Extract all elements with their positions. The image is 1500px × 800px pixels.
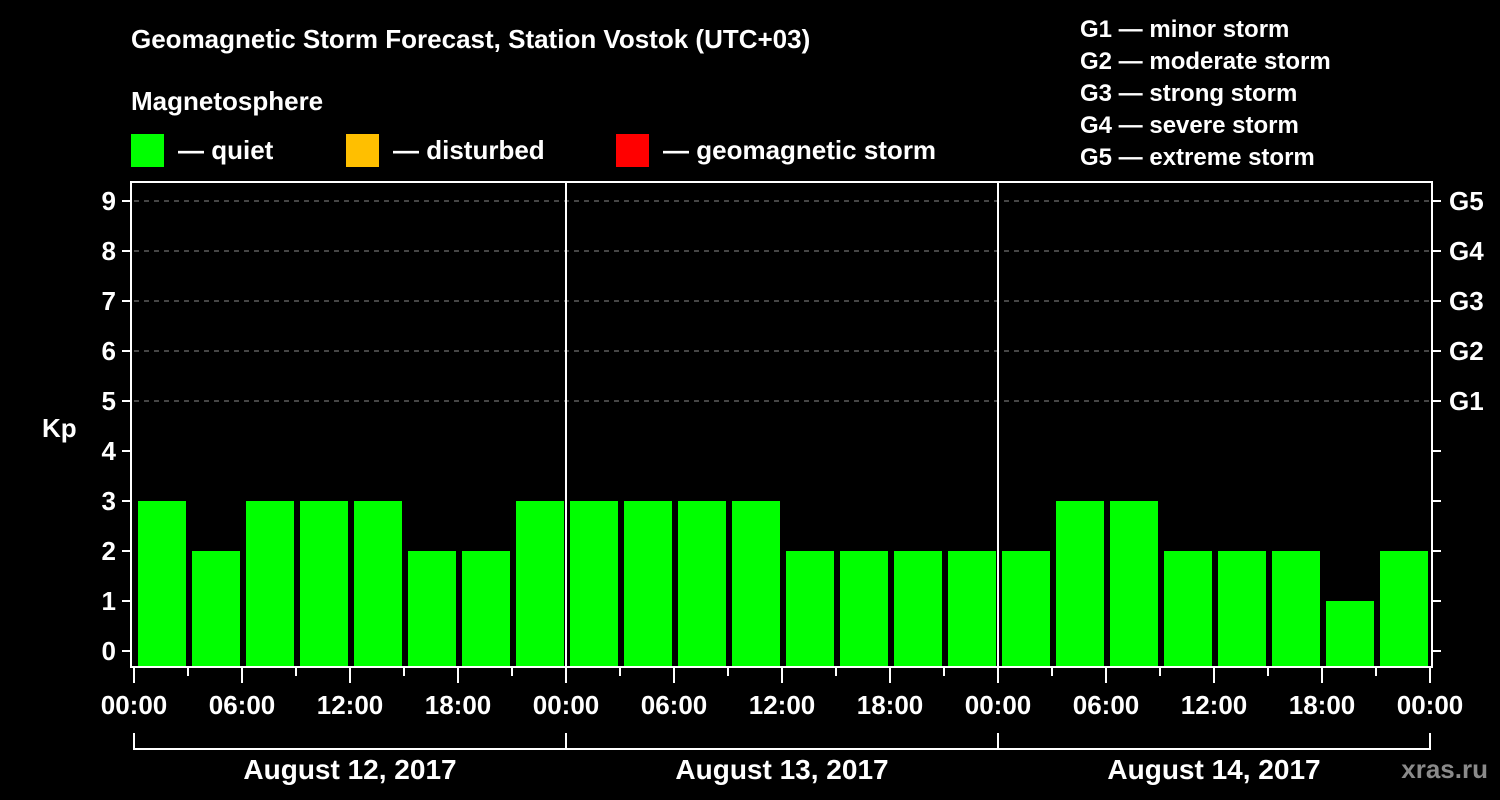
day-bracket: [133, 733, 567, 750]
kp-bar: [624, 501, 672, 667]
kp-bar: [1380, 551, 1428, 667]
y-tick-label: 3: [101, 486, 116, 516]
x-tick-label: 06:00: [640, 690, 708, 720]
legend-storm: — geomagnetic storm: [616, 133, 936, 167]
kp-bar: [678, 501, 726, 667]
x-tick-label: 18:00: [424, 690, 492, 720]
credit-watermark: xras.ru: [1401, 754, 1488, 784]
kp-bar: [1218, 551, 1266, 667]
x-tick-label: 00:00: [1396, 690, 1464, 720]
legend-label: — disturbed: [393, 134, 545, 165]
g1-legend: G1 — minor storm: [1080, 16, 1290, 43]
kp-bar: [408, 551, 456, 667]
y-tick-label: 7: [101, 286, 116, 316]
y-tick-label: 1: [101, 586, 116, 616]
kp-bar: [570, 501, 618, 667]
kp-bar: [948, 551, 996, 667]
x-tick-label: 00:00: [964, 690, 1032, 720]
g5-legend: G5 — extreme storm: [1080, 144, 1315, 171]
kp-bar: [732, 501, 780, 667]
g-scale-label: G2: [1449, 336, 1484, 366]
x-tick-label: 12:00: [1180, 690, 1248, 720]
x-tick-label: 00:00: [100, 690, 168, 720]
g-scale-label: G3: [1449, 286, 1484, 316]
x-tick-label: 12:00: [316, 690, 384, 720]
g4-legend: G4 — severe storm: [1080, 112, 1299, 139]
day-label: August 13, 2017: [675, 754, 889, 785]
g3-legend: G3 — strong storm: [1080, 80, 1298, 107]
y-axis-label: Kp: [42, 413, 77, 443]
kp-bar: [300, 501, 348, 667]
x-tick-label: 00:00: [532, 690, 600, 720]
magnetosphere-heading: Magnetosphere: [131, 86, 324, 116]
kp-bar: [1110, 501, 1158, 667]
kp-bar: [1272, 551, 1320, 667]
y-tick-label: 6: [101, 336, 116, 366]
g2-legend: G2 — moderate storm: [1080, 48, 1331, 75]
kp-bar: [354, 501, 402, 667]
g-scale-label: G5: [1449, 186, 1484, 216]
y-tick-label: 0: [101, 636, 116, 666]
y-tick-label: 4: [101, 436, 116, 466]
day-bracket: [997, 733, 1431, 750]
kp-bar: [1056, 501, 1104, 667]
kp-bar: [1326, 601, 1374, 667]
g-scale-label: G1: [1449, 386, 1484, 416]
g-scale-label: G4: [1449, 236, 1484, 266]
kp-bar: [462, 551, 510, 667]
kp-bar: [138, 501, 186, 667]
y-tick-label: 2: [101, 536, 116, 566]
kp-bar: [894, 551, 942, 667]
disturbed-swatch: [346, 133, 379, 167]
x-tick-label: 12:00: [748, 690, 816, 720]
y-tick-label: 8: [101, 236, 116, 266]
legend-quiet: — quiet: [131, 133, 273, 167]
y-tick-label: 5: [101, 386, 116, 416]
legend-label: — geomagnetic storm: [663, 134, 937, 165]
x-tick-label: 18:00: [1288, 690, 1356, 720]
x-tick-label: 06:00: [1072, 690, 1140, 720]
kp-bar: [516, 501, 564, 667]
kp-bar: [786, 551, 834, 667]
quiet-swatch: [131, 133, 164, 167]
day-bracket: [565, 733, 999, 750]
kp-bar: [840, 551, 888, 667]
legend-label: — quiet: [178, 134, 274, 165]
x-tick-label: 06:00: [208, 690, 276, 720]
day-label: August 12, 2017: [243, 754, 457, 785]
kp-bar: [246, 501, 294, 667]
x-tick-label: 18:00: [856, 690, 924, 720]
g-scale-legend: G1 — minor storm G2 — moderate storm G3 …: [1080, 14, 1331, 174]
storm-swatch: [616, 133, 649, 167]
kp-bar: [1002, 551, 1050, 667]
chart-title: Geomagnetic Storm Forecast, Station Vost…: [131, 24, 811, 54]
legend-disturbed: — disturbed: [346, 133, 545, 167]
day-label: August 14, 2017: [1107, 754, 1321, 785]
y-tick-label: 9: [101, 186, 116, 216]
kp-bar: [1164, 551, 1212, 667]
kp-bar: [192, 551, 240, 667]
